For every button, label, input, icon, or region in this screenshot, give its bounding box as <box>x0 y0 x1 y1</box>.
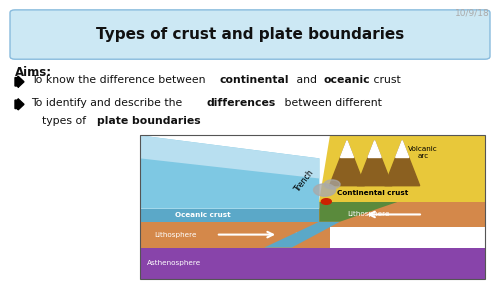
Circle shape <box>314 184 336 196</box>
Text: Oceanic crust: Oceanic crust <box>174 212 230 218</box>
Text: Aims:: Aims: <box>15 66 52 79</box>
Text: To identify and describe the: To identify and describe the <box>31 98 186 108</box>
Text: between different: between different <box>281 98 382 108</box>
Polygon shape <box>357 141 392 186</box>
Text: plate boundaries: plate boundaries <box>97 116 200 126</box>
Text: oceanic: oceanic <box>324 75 370 85</box>
Polygon shape <box>384 141 420 186</box>
Text: crust: crust <box>370 75 401 85</box>
Circle shape <box>322 199 332 204</box>
Text: Lithosphere: Lithosphere <box>154 232 196 238</box>
Text: Lithosphere: Lithosphere <box>347 212 390 217</box>
Text: Continental crust: Continental crust <box>336 190 408 196</box>
Polygon shape <box>140 135 320 179</box>
Polygon shape <box>320 202 399 222</box>
Circle shape <box>324 180 340 189</box>
Polygon shape <box>320 202 485 227</box>
Text: 10/9/18: 10/9/18 <box>455 8 490 17</box>
FancyBboxPatch shape <box>10 10 490 59</box>
Text: Asthenosphere: Asthenosphere <box>147 260 201 266</box>
Text: and: and <box>293 75 320 85</box>
Polygon shape <box>320 135 485 202</box>
Text: continental: continental <box>219 75 288 85</box>
Polygon shape <box>330 141 364 186</box>
Text: To know the difference between: To know the difference between <box>31 75 209 85</box>
Polygon shape <box>140 248 485 279</box>
Polygon shape <box>340 141 353 157</box>
Polygon shape <box>264 222 340 248</box>
Text: Trench: Trench <box>292 168 316 194</box>
Text: types of: types of <box>42 116 90 126</box>
Polygon shape <box>368 141 381 157</box>
Polygon shape <box>140 209 320 222</box>
Text: differences: differences <box>207 98 276 108</box>
Polygon shape <box>140 222 330 248</box>
FancyArrow shape <box>15 76 24 87</box>
Polygon shape <box>140 135 320 209</box>
FancyArrow shape <box>15 99 24 110</box>
Polygon shape <box>396 141 409 157</box>
Text: Types of crust and plate boundaries: Types of crust and plate boundaries <box>96 27 404 42</box>
Text: Volcanic
arc: Volcanic arc <box>408 146 438 159</box>
